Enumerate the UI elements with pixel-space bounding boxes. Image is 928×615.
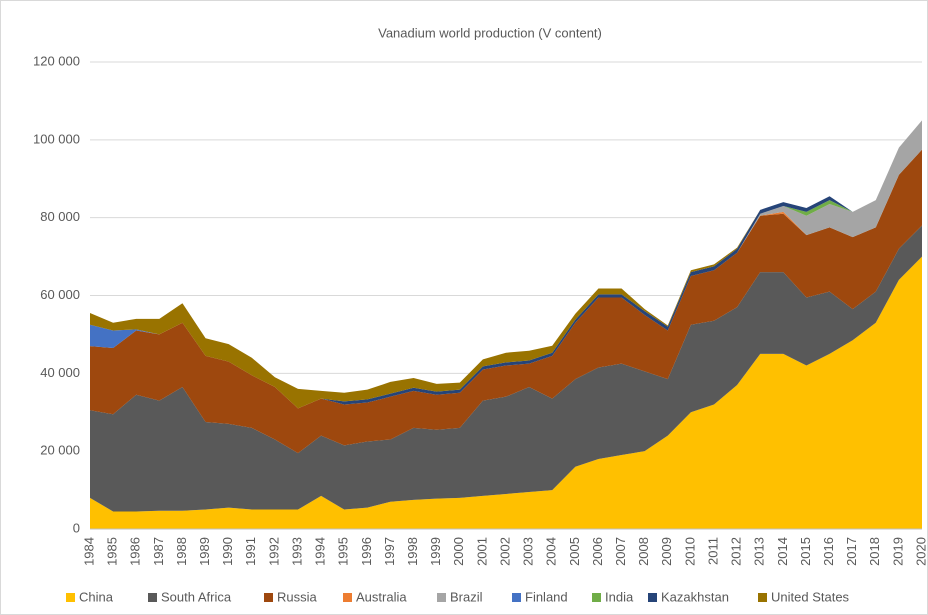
y-tick-label: 20 000: [40, 443, 80, 458]
legend-swatch: [592, 593, 601, 602]
x-tick-label: 2007: [613, 537, 628, 566]
y-tick-label: 0: [73, 520, 80, 535]
x-tick-label: 2019: [890, 537, 905, 566]
x-tick-label: 2005: [567, 537, 582, 566]
x-tick-label: 2013: [752, 537, 767, 566]
x-tick-label: 1995: [336, 537, 351, 566]
x-tick-label: 1985: [105, 537, 120, 566]
x-tick-label: 2009: [659, 537, 674, 566]
area: [90, 225, 922, 512]
x-tick-label: 1997: [382, 537, 397, 566]
x-tick-label: 2004: [544, 537, 559, 566]
x-tick-label: 1992: [266, 537, 281, 566]
x-tick-label: 2015: [798, 537, 813, 566]
y-tick-label: 60 000: [40, 287, 80, 302]
legend-label: United States: [771, 589, 850, 604]
legend-label: Australia: [356, 589, 407, 604]
x-tick-label: 1984: [81, 537, 96, 566]
x-tick-label: 1987: [151, 537, 166, 566]
legend-swatch: [437, 593, 446, 602]
x-tick-label: 1991: [243, 537, 258, 566]
x-tick-label: 2010: [682, 537, 697, 566]
x-tick-label: 1996: [359, 537, 374, 566]
area: [90, 149, 922, 454]
legend-swatch: [343, 593, 352, 602]
y-tick-label: 80 000: [40, 209, 80, 224]
legend-swatch: [148, 593, 157, 602]
x-tick-label: 2006: [590, 537, 605, 566]
x-tick-label: 2020: [913, 537, 928, 566]
x-tick-label: 2012: [729, 537, 744, 566]
x-tick-label: 2000: [451, 537, 466, 566]
x-tick-label: 1994: [313, 537, 328, 566]
x-tick-label: 2003: [521, 537, 536, 566]
x-tick-label: 1990: [220, 537, 235, 566]
area: [90, 256, 922, 529]
legend-swatch: [758, 593, 767, 602]
legend-label: China: [79, 589, 114, 604]
x-tick-label: 2017: [844, 537, 859, 566]
x-tick-label: 2016: [821, 537, 836, 566]
x-tick-label: 1993: [289, 537, 304, 566]
x-tick-label: 1998: [405, 537, 420, 566]
x-tick-label: 1989: [197, 537, 212, 566]
chart-title: Vanadium world production (V content): [378, 25, 602, 40]
x-tick-label: 1988: [174, 537, 189, 566]
legend-label: Finland: [525, 589, 568, 604]
legend-swatch: [512, 593, 521, 602]
x-tick-label: 1986: [128, 537, 143, 566]
legend-swatch: [264, 593, 273, 602]
x-tick-label: 2002: [497, 537, 512, 566]
legend-swatch: [66, 593, 75, 602]
x-tick-label: 2008: [636, 537, 651, 566]
x-tick-label: 2001: [474, 537, 489, 566]
x-tick-label: 2011: [705, 537, 720, 565]
x-tick-label: 2018: [867, 537, 882, 566]
legend-swatch: [648, 593, 657, 602]
legend-label: Kazakhstan: [661, 589, 729, 604]
y-tick-label: 40 000: [40, 365, 80, 380]
legend-label: Brazil: [450, 589, 483, 604]
legend-label: South Africa: [161, 589, 232, 604]
x-tick-label: 2014: [775, 537, 790, 566]
x-tick-label: 1999: [428, 537, 443, 566]
legend-label: Russia: [277, 589, 318, 604]
y-tick-label: 100 000: [33, 131, 80, 146]
y-tick-label: 120 000: [33, 53, 80, 68]
legend-label: India: [605, 589, 634, 604]
